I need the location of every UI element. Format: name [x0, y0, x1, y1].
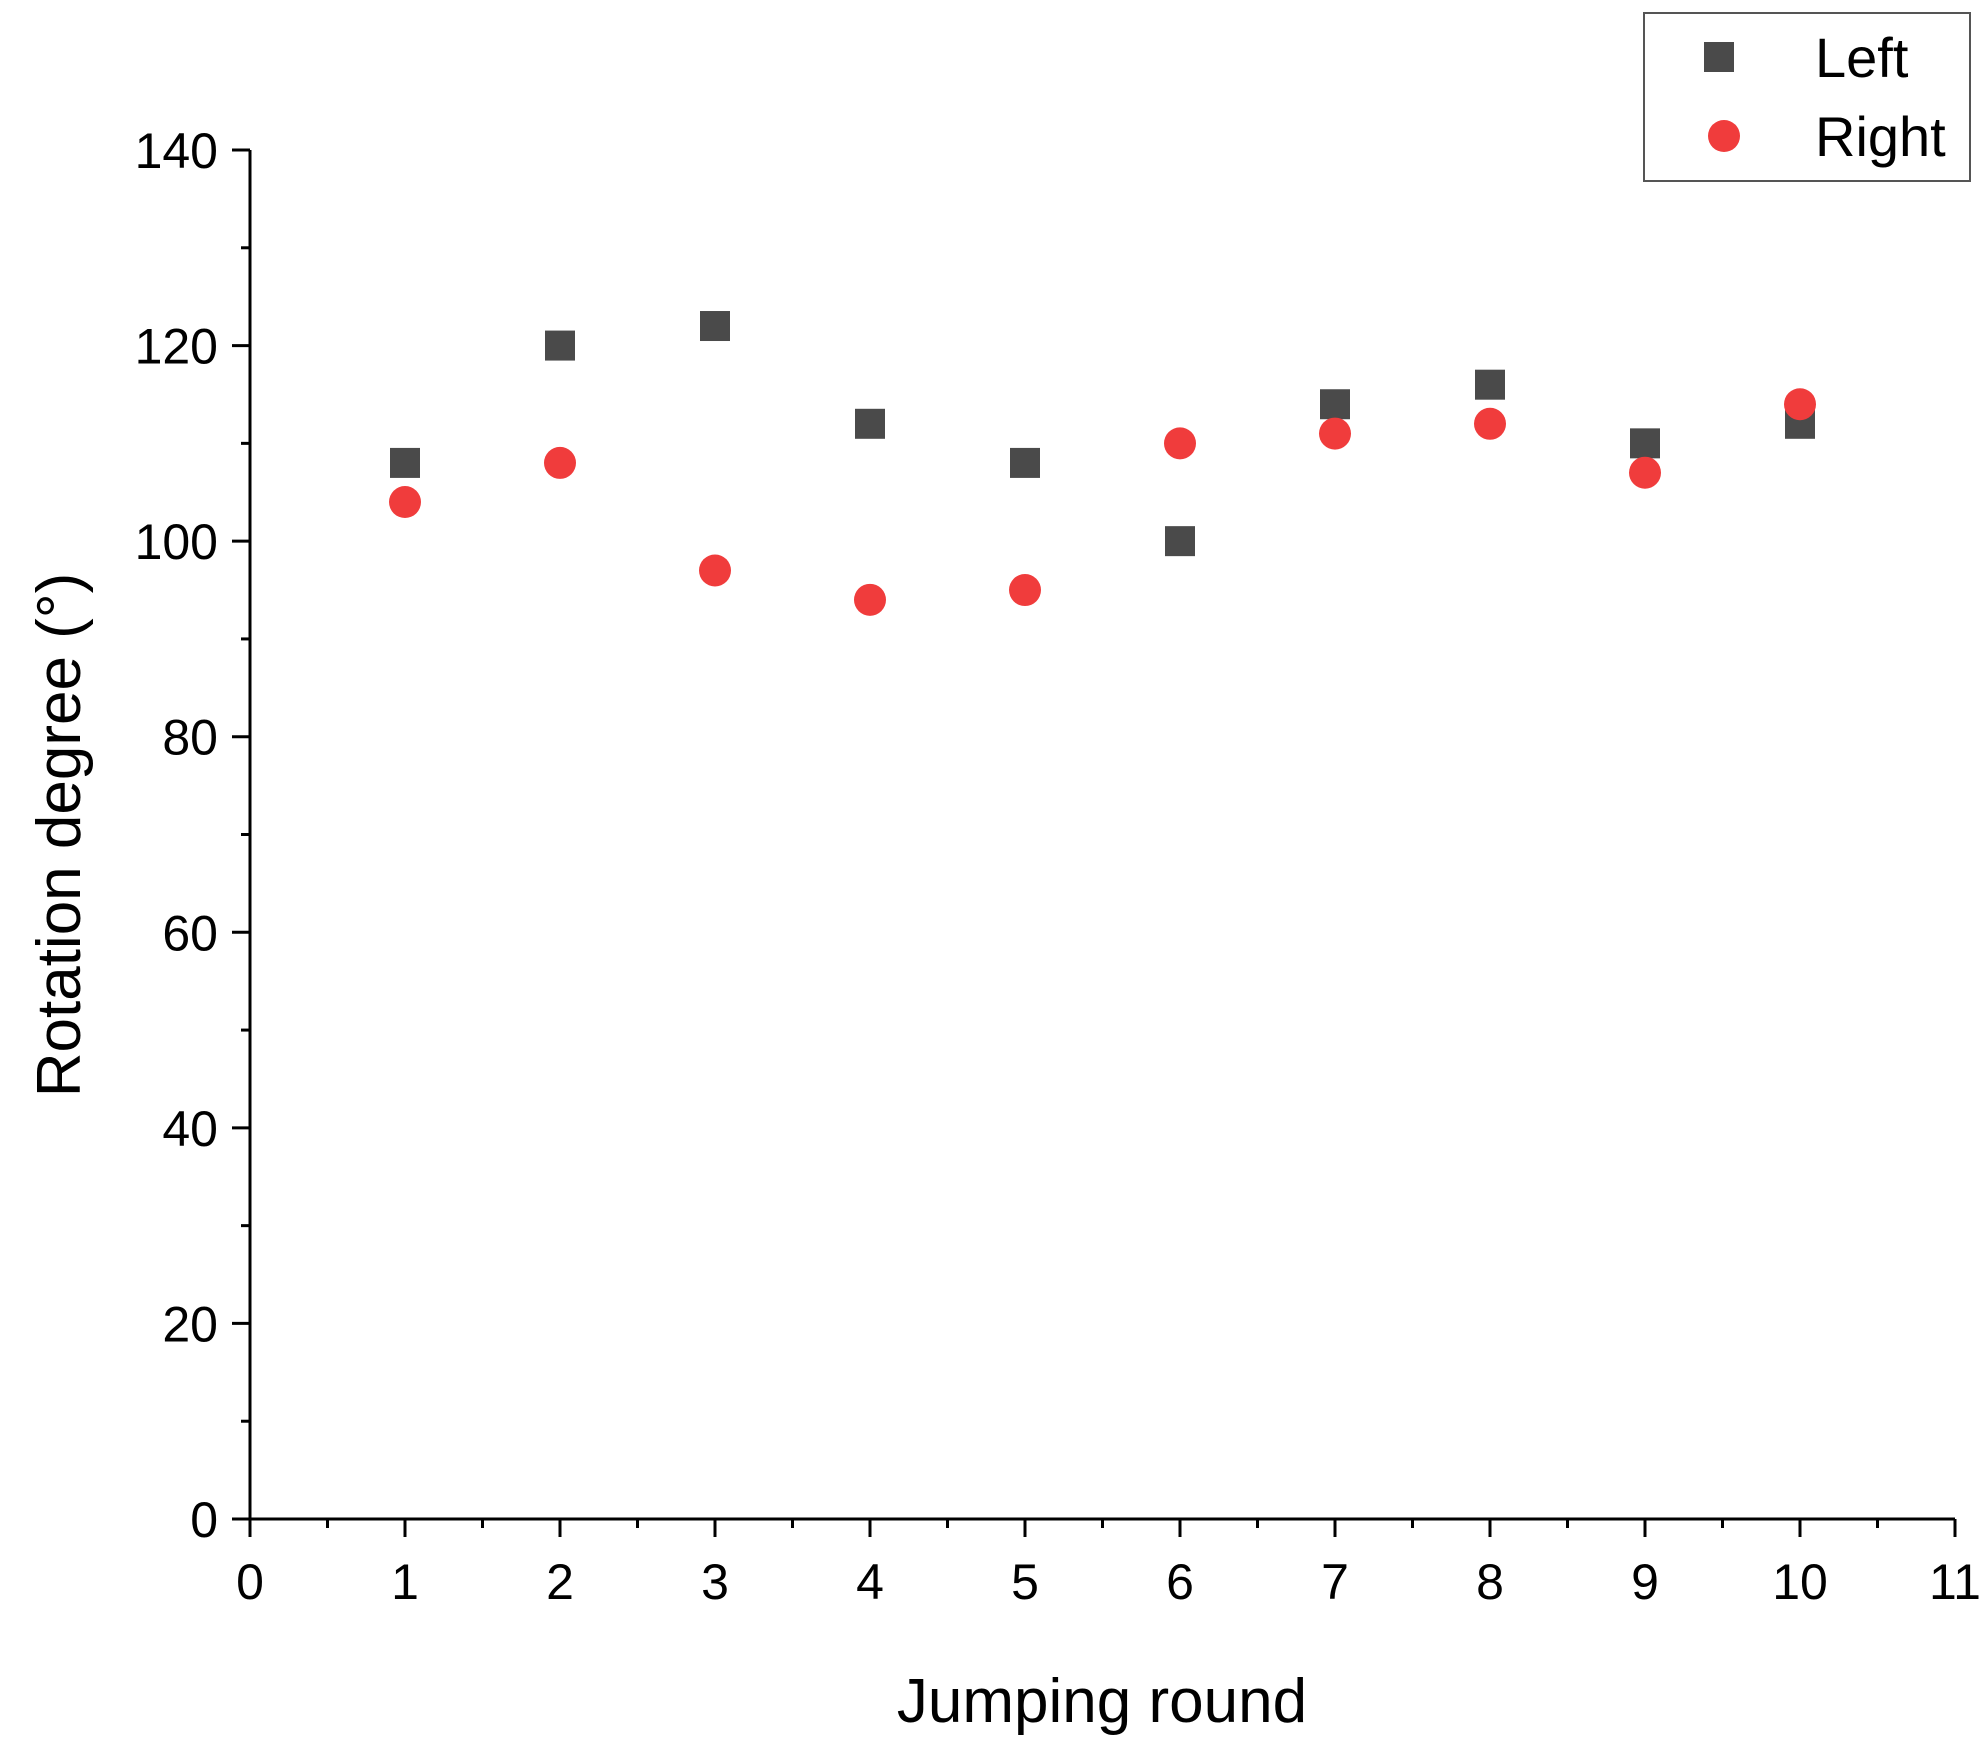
- x-tick-label: 2: [546, 1554, 574, 1610]
- data-point-right: [1784, 388, 1816, 421]
- x-tick-label: 8: [1476, 1554, 1504, 1610]
- x-tick-label: 5: [1011, 1554, 1039, 1610]
- legend-box: [1643, 12, 1971, 182]
- x-tick-label: 10: [1772, 1554, 1828, 1610]
- y-tick-label: 40: [162, 1101, 218, 1157]
- data-point-left: [700, 311, 730, 342]
- y-tick-label: 120: [135, 319, 218, 375]
- data-point-right: [544, 446, 576, 479]
- x-axis-title: Jumping round: [897, 1667, 1307, 1736]
- data-point-left: [390, 447, 420, 478]
- x-tick-label: 11: [1929, 1554, 1981, 1610]
- legend-marker-right: [1708, 120, 1740, 152]
- data-point-left: [1320, 389, 1350, 420]
- x-tick-label: 7: [1321, 1554, 1349, 1610]
- series-right: [389, 388, 1816, 616]
- axes: [248, 150, 1955, 1521]
- data-point-left: [1165, 526, 1195, 557]
- x-tick-label: 0: [236, 1554, 264, 1610]
- data-point-left: [1630, 428, 1660, 459]
- y-tick-label: 100: [135, 514, 218, 570]
- data-point-left: [855, 408, 885, 439]
- x-tick-label: 9: [1631, 1554, 1659, 1610]
- data-point-right: [1164, 427, 1196, 460]
- y-ticks: 0 20 40 60 80 100 120 140: [135, 123, 250, 1548]
- x-tick-label: 4: [856, 1554, 884, 1610]
- data-point-right: [1319, 417, 1351, 450]
- data-point-left: [1010, 447, 1040, 478]
- y-tick-label: 0: [190, 1492, 218, 1548]
- data-point-right: [1629, 456, 1661, 489]
- data-point-right: [699, 554, 731, 587]
- legend-label-left: Left: [1815, 26, 1909, 89]
- y-axis-title: Rotation degree (°): [25, 573, 94, 1098]
- legend-label-right: Right: [1815, 105, 1946, 168]
- x-tick-label: 6: [1166, 1554, 1194, 1610]
- y-tick-label: 140: [135, 123, 218, 179]
- legend-marker-left: [1704, 42, 1734, 72]
- x-tick-label: 3: [701, 1554, 729, 1610]
- data-point-right: [854, 583, 886, 616]
- legend: Left Right: [1643, 12, 1971, 182]
- data-point-right: [1474, 407, 1506, 440]
- y-tick-label: 20: [162, 1296, 218, 1352]
- x-tick-label: 1: [391, 1554, 419, 1610]
- data-point-right: [389, 486, 421, 519]
- data-point-left: [545, 330, 575, 361]
- series-left: [390, 311, 1815, 557]
- data-point-right: [1009, 574, 1041, 607]
- y-tick-label: 80: [162, 710, 218, 766]
- y-tick-label: 60: [162, 905, 218, 961]
- x-ticks: 0 1 2 3 4 5 6 7 8 9 10 11: [236, 1519, 1981, 1610]
- data-point-left: [1475, 369, 1505, 400]
